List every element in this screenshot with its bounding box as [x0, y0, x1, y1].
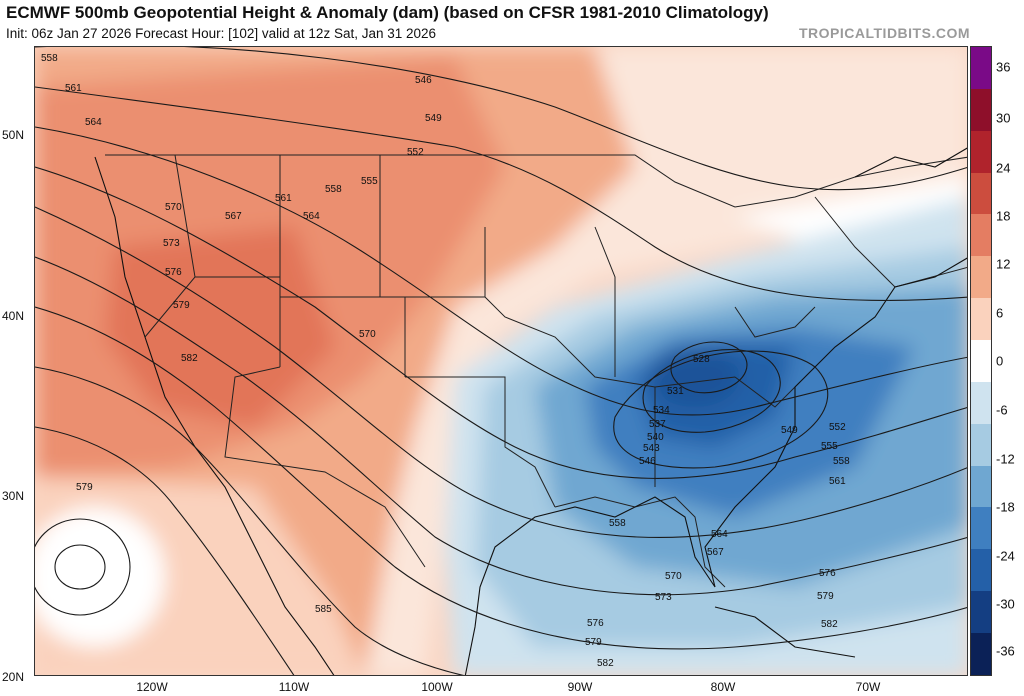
contour-label: 576: [165, 267, 182, 278]
lon-label: 110W: [278, 680, 310, 694]
colorbar-segment: [971, 423, 991, 466]
colorbar-segment: [971, 130, 991, 173]
anomaly-map: 558 561 564 546 549 552 555 558 561 567 …: [35, 47, 967, 675]
contour-label: 540: [647, 432, 664, 443]
colorbar-label: 0: [996, 353, 1004, 369]
map-panel: 558 561 564 546 549 552 555 558 561 567 …: [34, 46, 968, 676]
contour-label: 558: [41, 53, 58, 64]
lat-label: 50N: [2, 128, 25, 142]
contour-label: 570: [165, 202, 182, 213]
contour-label: 576: [819, 568, 836, 579]
contour-label: 567: [225, 211, 242, 222]
colorbar-label: 18: [996, 208, 1011, 224]
contour-labels: 558 561 564 546 549 552 555 558 561 567 …: [41, 53, 850, 669]
contour-label: 564: [711, 529, 728, 540]
colorbar-label: -30: [996, 596, 1015, 612]
contour-label: 549: [425, 113, 442, 124]
colorbar-label: 24: [996, 160, 1011, 176]
colorbar-segment: [971, 465, 991, 508]
contour-label: 552: [407, 147, 424, 158]
contour-label: 576: [587, 618, 604, 629]
colorbar-segment: [971, 591, 991, 634]
lat-label: 40N: [2, 309, 25, 323]
political-borders: [105, 154, 967, 588]
map-title: ECMWF 500mb Geopotential Height & Anomal…: [6, 3, 769, 22]
colorbar-label: -36: [996, 643, 1015, 659]
contour-label: 561: [275, 193, 292, 204]
contour-label: 558: [833, 456, 850, 467]
colorbar-label: 6: [996, 305, 1004, 321]
contour-label: 549: [781, 425, 798, 436]
contour-label: 543: [643, 443, 660, 454]
contour-label: 558: [609, 518, 626, 529]
lon-label: 120W: [136, 680, 168, 694]
contour-label: 582: [821, 619, 838, 630]
contour-label: 582: [181, 353, 198, 364]
lon-label: 70W: [855, 680, 881, 694]
contour-label: 546: [639, 456, 656, 467]
contour-label: 567: [707, 547, 724, 558]
anomaly-shading: [35, 47, 967, 675]
colorbar-label: 36: [996, 59, 1011, 75]
contour-label: 579: [585, 637, 602, 648]
colorbar-segment: [971, 507, 991, 550]
colorbar-label: 12: [996, 256, 1011, 272]
colorbar-segment: [971, 340, 991, 382]
colorbar-segment: [971, 633, 991, 675]
colorbar-label: -12: [996, 451, 1015, 467]
contour-label: 531: [667, 386, 684, 397]
contour-label: 555: [361, 176, 378, 187]
colorbar-segment: [971, 214, 991, 257]
lon-label: 100W: [421, 680, 453, 694]
contour-label: 534: [653, 405, 670, 416]
colorbar: [970, 46, 992, 676]
contour-label: 564: [85, 117, 102, 128]
coastlines: [94, 147, 967, 675]
colorbar-segment: [971, 88, 991, 131]
contour-label: 546: [415, 75, 432, 86]
colorbar-segment: [971, 549, 991, 592]
contour-label: 582: [597, 658, 614, 669]
map-subtitle: Init: 06z Jan 27 2026 Forecast Hour: [10…: [6, 26, 437, 41]
contour-label: 579: [173, 300, 190, 311]
header: ECMWF 500mb Geopotential Height & Anomal…: [0, 0, 1024, 46]
colorbar-label: 30: [996, 110, 1011, 126]
height-contours: [35, 47, 967, 675]
contour-label: 552: [829, 422, 846, 433]
contour-label: 537: [649, 419, 666, 430]
contour-label: 573: [655, 592, 672, 603]
contour-label: 579: [817, 591, 834, 602]
contour-label: 570: [359, 329, 376, 340]
contour-label: 579: [76, 482, 93, 493]
contour-label: 555: [821, 441, 838, 452]
lat-label: 30N: [2, 489, 25, 503]
colorbar-label: -24: [996, 548, 1015, 564]
lat-label: 20N: [2, 670, 25, 684]
colorbar-segment: [971, 298, 991, 341]
lon-label: 80W: [710, 680, 736, 694]
colorbar-segment: [971, 47, 991, 89]
contour-label: 573: [163, 238, 180, 249]
contour-label: 558: [325, 184, 342, 195]
contour-label: 528: [693, 354, 710, 365]
contour-label: 585: [315, 604, 332, 615]
contour-label: 570: [665, 571, 682, 582]
colorbar-segment: [971, 256, 991, 299]
contour-label: 561: [829, 476, 846, 487]
colorbar-segment: [971, 381, 991, 424]
colorbar-label: -6: [996, 402, 1008, 418]
contour-label: 561: [65, 83, 82, 94]
contour-label: 564: [303, 211, 320, 222]
brand-watermark: TROPICALTIDBITS.COM: [798, 25, 970, 41]
colorbar-label: -18: [996, 499, 1015, 515]
colorbar-segment: [971, 172, 991, 215]
lon-label: 90W: [567, 680, 593, 694]
